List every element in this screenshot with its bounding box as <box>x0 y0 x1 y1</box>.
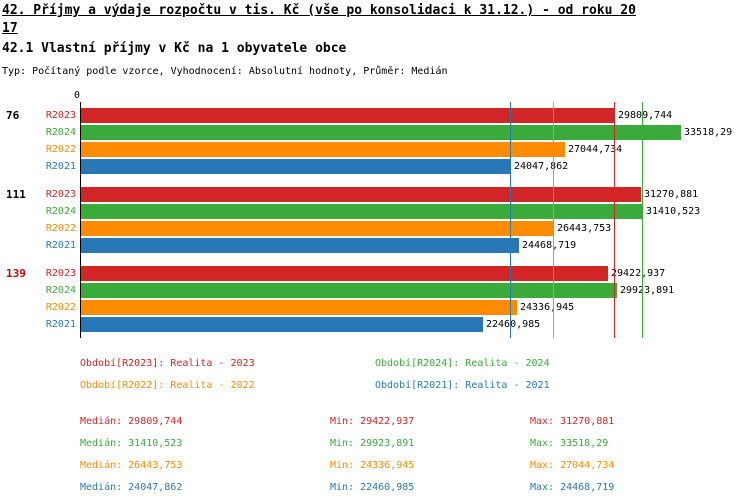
stat-max: Max: 27044,734 <box>530 459 615 471</box>
bar <box>81 159 511 174</box>
bar <box>81 266 608 281</box>
bar-chart: 0 76 R2023 29809,744 R2024 33518,29 R2022 2704… <box>0 88 750 352</box>
series-row-label: R2022 <box>45 144 76 155</box>
legend-item-r2022: Období[R2022]: Realita - 2022 <box>80 380 255 391</box>
bar <box>81 238 519 253</box>
stats-row-r2023: Medián: 29809,744 Min: 29422,937 Max: 31… <box>80 410 614 432</box>
series-row-label: R2023 <box>45 110 76 121</box>
group-label: 76 <box>6 109 20 122</box>
section-title: 42.1 Vlastní příjmy v Kč na 1 obyvatele … <box>2 41 347 56</box>
bar-value-label: 24047,862 <box>514 161 569 172</box>
stat-max: Max: 24468,719 <box>530 481 615 493</box>
bar-value-label: 29923,891 <box>620 285 675 296</box>
bar-value-label: 27044,734 <box>568 144 623 155</box>
bar-value-label: 29809,744 <box>618 110 673 121</box>
series-row-label: R2022 <box>45 223 76 234</box>
bar-value-label: 31270,881 <box>644 189 699 200</box>
meta-line: Typ: Počítaný podle vzorce, Vyhodnocení:… <box>2 66 448 77</box>
legend-item-r2021: Období[R2021]: Realita - 2021 <box>375 380 550 391</box>
group-label: 139 <box>6 267 26 280</box>
series-row-label: R2021 <box>45 240 76 251</box>
stat-min: Min: 29923,891 <box>330 437 415 449</box>
group-label: 111 <box>6 188 26 201</box>
median-line-r2023 <box>614 102 615 338</box>
stat-min: Min: 29422,937 <box>330 415 415 427</box>
series-row-label: R2024 <box>45 285 76 296</box>
bar-value-label: 24468,719 <box>522 240 577 251</box>
series-row-label: R2021 <box>45 319 76 330</box>
series-row-label: R2023 <box>45 268 76 279</box>
bar <box>81 204 643 219</box>
series-row-label: R2022 <box>45 302 76 313</box>
series-row-label: R2021 <box>45 161 76 172</box>
legend-item-r2024: Období[R2024]: Realita - 2024 <box>375 358 550 369</box>
stat-min: Min: 22460,985 <box>330 481 415 493</box>
stats-row-r2022: Medián: 26443,753 Min: 24336,945 Max: 27… <box>80 454 614 476</box>
bar <box>81 142 565 157</box>
page-title: 42. Příjmy a výdaje rozpočtu v tis. Kč (… <box>2 2 636 38</box>
x-axis-zero-label: 0 <box>74 90 81 101</box>
x-axis-zero-line <box>80 102 81 338</box>
page-title-line2: 17 <box>2 21 18 36</box>
stat-median: Medián: 31410,523 <box>80 437 183 449</box>
stat-median: Medián: 26443,753 <box>80 459 183 471</box>
stats-block: Medián: 29809,744 Min: 29422,937 Max: 31… <box>80 410 614 498</box>
median-line-r2022 <box>553 102 554 338</box>
bar-value-label: 29422,937 <box>611 268 666 279</box>
series-row-label: R2024 <box>45 127 76 138</box>
bar-value-label: 22460,985 <box>486 319 541 330</box>
bar-value-label: 24336,945 <box>520 302 575 313</box>
stat-max: Max: 33518,29 <box>530 437 609 449</box>
median-line-r2024 <box>642 102 643 338</box>
bar-value-label: 33518,29 <box>684 127 733 138</box>
legend: Období[R2023]: Realita - 2023 Období[R20… <box>80 358 550 391</box>
bar <box>81 125 681 140</box>
series-row-label: R2024 <box>45 206 76 217</box>
stat-min: Min: 24336,945 <box>330 459 415 471</box>
bar <box>81 283 617 298</box>
bar <box>81 300 517 315</box>
stat-median: Medián: 24047,862 <box>80 481 183 493</box>
bar <box>81 108 615 123</box>
stat-median: Medián: 29809,744 <box>80 415 183 427</box>
bar <box>81 221 554 236</box>
stat-max: Max: 31270,881 <box>530 415 615 427</box>
bar-value-label: 26443,753 <box>557 223 612 234</box>
bar <box>81 187 641 202</box>
page-title-line1: 42. Příjmy a výdaje rozpočtu v tis. Kč (… <box>2 3 636 18</box>
stats-row-r2021: Medián: 24047,862 Min: 22460,985 Max: 24… <box>80 476 614 498</box>
median-line-r2021 <box>510 102 511 338</box>
bar-value-label: 31410,523 <box>646 206 701 217</box>
legend-item-r2023: Období[R2023]: Realita - 2023 <box>80 358 255 369</box>
bar <box>81 317 483 332</box>
stats-row-r2024: Medián: 31410,523 Min: 29923,891 Max: 33… <box>80 432 614 454</box>
series-row-label: R2023 <box>45 189 76 200</box>
